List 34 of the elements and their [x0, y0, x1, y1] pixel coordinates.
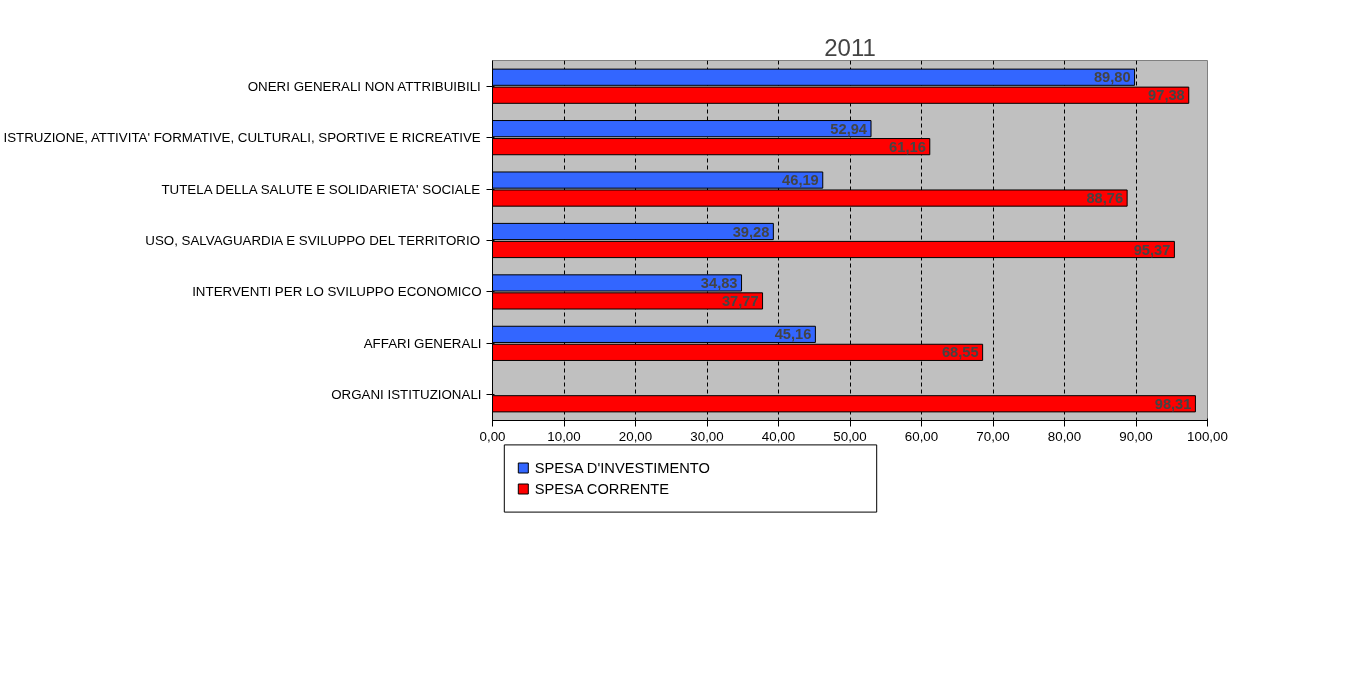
x-tick-label: 50,00 — [833, 428, 867, 444]
data-label: 89,80 — [1093, 69, 1131, 86]
x-tick-label: 10,00 — [547, 428, 581, 444]
data-label: 37,77 — [721, 292, 759, 309]
data-label: 45,16 — [774, 326, 812, 343]
y-tick-label: ISTRUZIONE, ATTIVITA' FORMATIVE, CULTURALI, SPORTIVE E RICREATIVE — [3, 130, 481, 146]
legend-label: SPESA D'INVESTIMENTO — [534, 460, 710, 476]
data-label: 95,37 — [1133, 241, 1171, 258]
y-tick-label: AFFARI GENERALI — [363, 335, 482, 351]
y-tick-label: ORGANI ISTITUZIONALI — [331, 387, 482, 403]
x-tick-label: 40,00 — [761, 428, 796, 444]
x-tick-label: 90,00 — [1119, 428, 1153, 444]
data-label: 52,94 — [830, 120, 868, 137]
x-tick-label: 100,00 — [1187, 428, 1228, 444]
data-label: 39,28 — [732, 223, 770, 240]
data-label: 61,16 — [889, 138, 926, 155]
x-tick-label: 20,00 — [618, 428, 653, 444]
x-tick-label: 70,00 — [976, 428, 1010, 444]
data-label: 88,76 — [1086, 190, 1124, 207]
chart-title: 2011 — [824, 33, 876, 61]
data-label: 46,19 — [782, 172, 819, 189]
y-tick-label: ONERI GENERALI NON ATTRIBUIBILI — [247, 78, 481, 94]
y-tick-label: USO, SALVAGUARDIA E SVILUPPO DEL TERRITORIO — [145, 233, 481, 248]
y-tick-label: TUTELA DELLA SALUTE E SOLIDARIETA' SOCIALE — [161, 181, 481, 197]
y-tick-label: INTERVENTI PER LO SVILUPPO ECONOMICO — [192, 284, 482, 300]
data-label: 34,83 — [700, 274, 738, 291]
x-tick-label: 60,00 — [904, 428, 939, 444]
x-tick-label: 80,00 — [1047, 428, 1082, 444]
data-label: 97,38 — [1148, 87, 1185, 104]
legend-label: SPESA CORRENTE — [534, 481, 670, 497]
data-label: 68,55 — [941, 344, 979, 361]
data-label: 98,31 — [1154, 395, 1192, 412]
x-tick-label: 0,00 — [479, 428, 506, 444]
x-tick-label: 30,00 — [690, 428, 724, 444]
